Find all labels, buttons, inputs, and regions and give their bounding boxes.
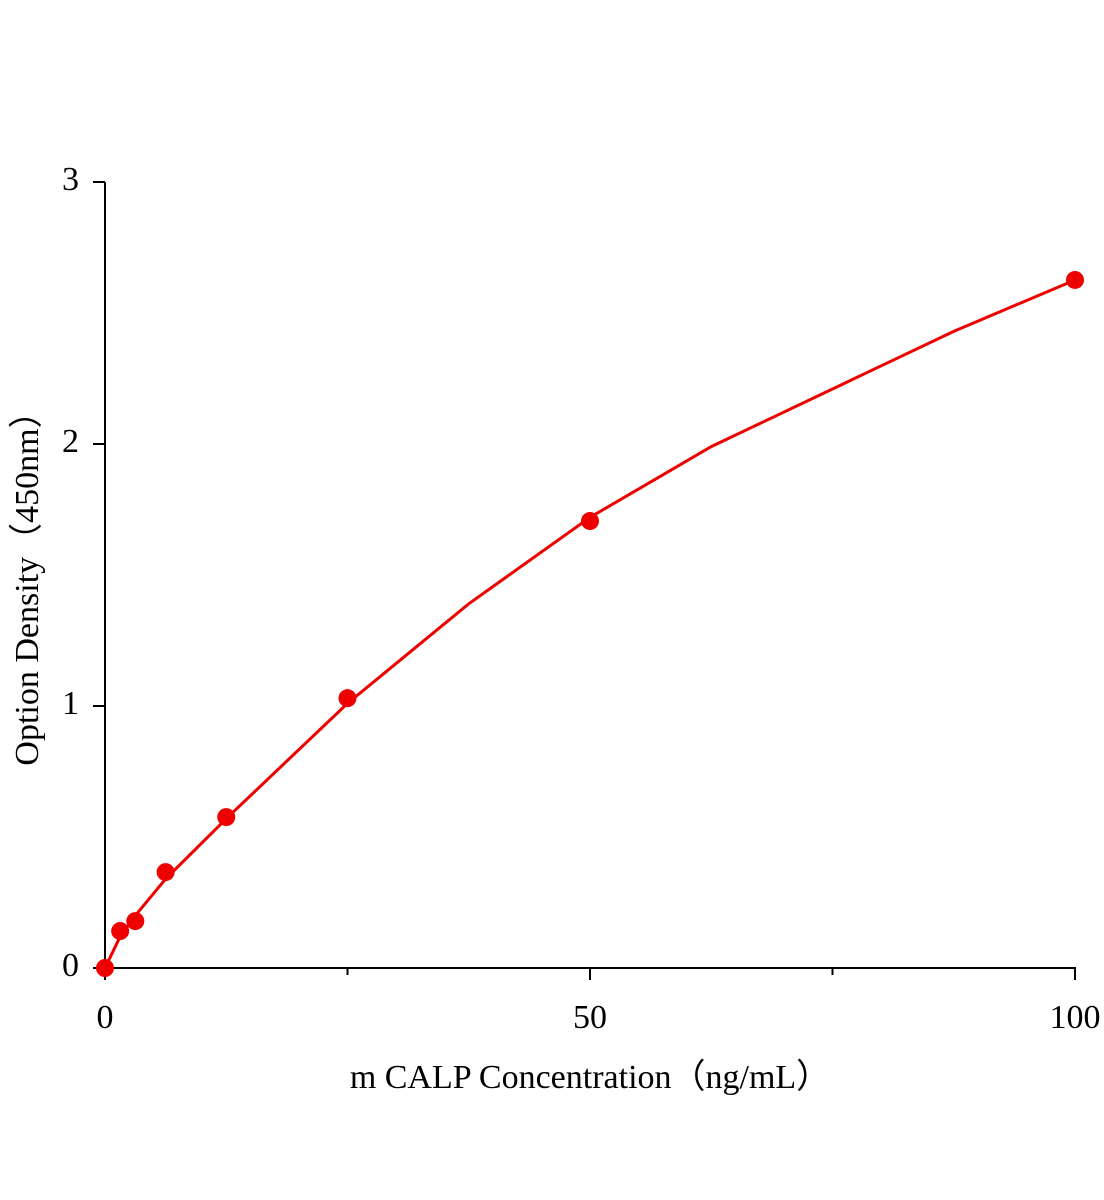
x-tick-label: 100 [1050, 999, 1101, 1036]
y-tick-label: 3 [62, 161, 79, 198]
y-axis-title: Option Density（450nm） [8, 394, 46, 765]
data-point [581, 512, 599, 531]
data-point [126, 912, 145, 931]
y-tick-label: 0 [62, 947, 79, 984]
data-point [156, 863, 175, 882]
y-tick-label: 2 [62, 423, 79, 460]
data-point [96, 959, 114, 977]
data-point [338, 689, 357, 708]
x-tick-label: 0 [97, 999, 114, 1036]
fit-curve [103, 278, 1076, 969]
x-tick-label: 50 [573, 999, 607, 1036]
x-axis-title: m CALP Concentration（ng/mL） [350, 1058, 830, 1096]
data-point [1066, 270, 1084, 289]
data-point [217, 808, 236, 827]
y-tick-label: 1 [62, 685, 79, 722]
data-point [111, 922, 130, 941]
